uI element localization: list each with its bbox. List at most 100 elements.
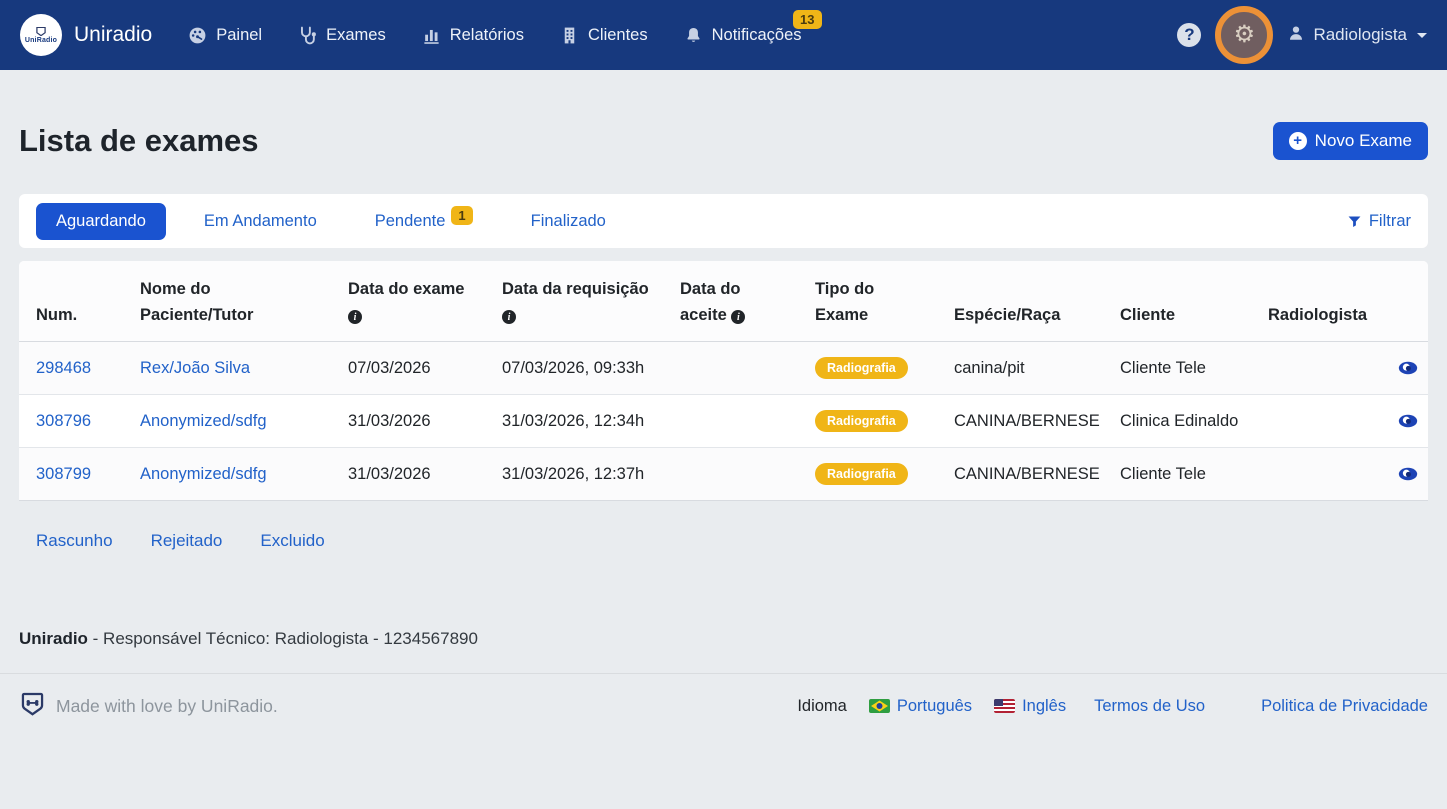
terms-of-use-link[interactable]: Termos de Uso bbox=[1094, 696, 1206, 715]
radiologist-cell bbox=[1251, 341, 1376, 396]
tab-pendente[interactable]: Pendente 1 bbox=[355, 203, 493, 240]
language-english-label: Inglês bbox=[1022, 696, 1067, 715]
bone-shield-icon bbox=[19, 690, 46, 722]
language-portuguese[interactable]: Português bbox=[868, 696, 973, 716]
table-row: 308796 Anonymized/sdfg 31/03/2026 31/03/… bbox=[19, 394, 1428, 449]
top-navbar: UniRadio Uniradio Painel Exames Relatóri… bbox=[0, 0, 1447, 70]
header-patient: Nome do Paciente/Tutor bbox=[123, 261, 331, 343]
exam-date-cell: 31/03/2026 bbox=[331, 394, 485, 449]
page-title: Lista de exames bbox=[19, 123, 259, 158]
filter-label: Filtrar bbox=[1368, 211, 1411, 230]
privacy-policy-link[interactable]: Politica de Privacidade bbox=[1261, 696, 1428, 715]
notifications-count-badge: 13 bbox=[793, 9, 822, 29]
nav-item-notificacoes[interactable]: Notificações 13 bbox=[684, 9, 822, 45]
info-icon[interactable]: i bbox=[731, 310, 746, 325]
stethoscope-icon bbox=[298, 26, 317, 45]
nav-item-relatorios[interactable]: Relatórios bbox=[422, 26, 524, 45]
tab-label: Em Andamento bbox=[203, 211, 317, 230]
patient-link[interactable]: Anonymized/sdfg bbox=[140, 464, 267, 483]
responsible-info: Uniradio - Responsável Técnico: Radiolog… bbox=[19, 629, 1428, 649]
language-english[interactable]: Inglês bbox=[994, 697, 1066, 716]
tab-label: Pendente bbox=[374, 211, 446, 230]
table-row: 298468 Rex/João Silva 07/03/2026 07/03/2… bbox=[19, 341, 1428, 396]
filter-funnel-icon bbox=[1347, 214, 1362, 229]
header-num: Num. bbox=[19, 261, 123, 343]
tab-finalizado[interactable]: Finalizado bbox=[511, 203, 626, 240]
nav-item-clientes[interactable]: Clientes bbox=[560, 26, 648, 45]
client-cell: Cliente Tele bbox=[1103, 447, 1251, 502]
page-footer: Made with love by UniRadio. Idioma Portu… bbox=[0, 674, 1447, 722]
gear-icon[interactable]: ⚙ bbox=[1233, 21, 1256, 48]
usa-flag-icon bbox=[994, 699, 1016, 714]
exam-number-link[interactable]: 308796 bbox=[36, 411, 92, 430]
building-icon bbox=[560, 26, 579, 45]
request-date-cell: 31/03/2026, 12:37h bbox=[485, 447, 663, 502]
tab-em-andamento[interactable]: Em Andamento bbox=[184, 203, 337, 240]
gauge-icon bbox=[188, 26, 207, 45]
tab-aguardando[interactable]: Aguardando bbox=[36, 202, 166, 240]
info-rest: - Responsável Técnico: Radiologista - 12… bbox=[87, 629, 478, 649]
patient-link[interactable]: Rex/João Silva bbox=[140, 358, 251, 377]
table-row: 308799 Anonymized/sdfg 31/03/2026 31/03/… bbox=[19, 447, 1428, 502]
nav-label: Clientes bbox=[588, 25, 648, 44]
header-exam-date: Data do exame i bbox=[331, 261, 485, 343]
view-exam-button[interactable] bbox=[1398, 467, 1418, 481]
footer-divider bbox=[0, 673, 1447, 675]
view-exam-button[interactable] bbox=[1398, 414, 1418, 428]
new-exam-label: Novo Exame bbox=[1314, 131, 1412, 150]
view-exam-button[interactable] bbox=[1398, 361, 1418, 375]
person-icon bbox=[1287, 24, 1305, 47]
patient-link[interactable]: Anonymized/sdfg bbox=[140, 411, 267, 430]
language-portuguese-label: Português bbox=[896, 696, 973, 715]
brand-name: Uniradio bbox=[74, 23, 153, 46]
exam-type-badge: Radiografia bbox=[815, 357, 908, 380]
nav-label: Painel bbox=[216, 25, 263, 44]
link-excluido[interactable]: Excluido bbox=[260, 531, 325, 551]
brand[interactable]: UniRadio Uniradio bbox=[20, 14, 152, 56]
exam-date-cell: 07/03/2026 bbox=[331, 341, 485, 396]
chevron-down-icon bbox=[1417, 32, 1427, 38]
settings-button-highlight: ⚙ bbox=[1215, 6, 1274, 64]
secondary-status-links: Rascunho Rejeitado Excluido bbox=[19, 531, 1428, 551]
user-label: Radiologista bbox=[1313, 25, 1407, 44]
exam-type-badge: Radiografia bbox=[815, 410, 908, 433]
species-cell: CANINA/BERNESE bbox=[937, 447, 1103, 502]
eye-icon bbox=[1398, 414, 1418, 428]
info-icon[interactable]: i bbox=[348, 310, 362, 325]
question-circle-icon[interactable]: ? bbox=[1177, 23, 1202, 47]
info-icon[interactable]: i bbox=[502, 310, 516, 325]
species-cell: CANINA/BERNESE bbox=[937, 394, 1103, 449]
user-menu[interactable]: Radiologista bbox=[1287, 24, 1427, 47]
brazil-flag-icon bbox=[868, 699, 890, 714]
tab-label: Aguardando bbox=[56, 211, 146, 230]
link-rejeitado[interactable]: Rejeitado bbox=[150, 531, 223, 551]
exam-number-link[interactable]: 308799 bbox=[36, 464, 92, 483]
pendente-count-badge: 1 bbox=[451, 205, 473, 225]
header-actions bbox=[1376, 261, 1428, 343]
language-label: Idioma bbox=[797, 696, 847, 715]
nav-label: Notificações bbox=[711, 25, 802, 44]
header-exam-type: Tipo do Exame bbox=[798, 261, 937, 343]
header-client: Cliente bbox=[1103, 261, 1251, 343]
exams-table-card: Num. Nome do Paciente/Tutor Data do exam… bbox=[19, 261, 1428, 502]
request-date-cell: 07/03/2026, 09:33h bbox=[485, 341, 663, 396]
exam-number-link[interactable]: 298468 bbox=[36, 358, 92, 377]
client-cell: Clinica Edinaldo bbox=[1103, 394, 1251, 449]
main-content: Lista de exames + Novo Exame Aguardando … bbox=[0, 122, 1447, 649]
made-with: Made with love by UniRadio. bbox=[19, 690, 278, 722]
filter-button[interactable]: Filtrar bbox=[1347, 212, 1411, 231]
header-accept-date: Data do aceite i bbox=[663, 261, 798, 343]
exam-type-badge: Radiografia bbox=[815, 463, 908, 486]
new-exam-button[interactable]: + Novo Exame bbox=[1272, 122, 1428, 160]
made-with-text: Made with love by UniRadio. bbox=[56, 695, 278, 716]
eye-icon bbox=[1398, 361, 1418, 375]
accept-date-cell bbox=[663, 447, 798, 502]
header-species: Espécie/Raça bbox=[937, 261, 1103, 343]
link-rascunho[interactable]: Rascunho bbox=[36, 531, 113, 551]
radiologist-cell bbox=[1251, 447, 1376, 502]
nav-item-painel[interactable]: Painel bbox=[188, 26, 262, 45]
nav-item-exames[interactable]: Exames bbox=[298, 26, 386, 45]
status-tabs-bar: Aguardando Em Andamento Pendente 1 Finali… bbox=[19, 194, 1428, 248]
footer-links: Idioma Português Inglês Termos de Uso Po… bbox=[797, 697, 1428, 716]
plus-circle-icon: + bbox=[1288, 132, 1307, 150]
